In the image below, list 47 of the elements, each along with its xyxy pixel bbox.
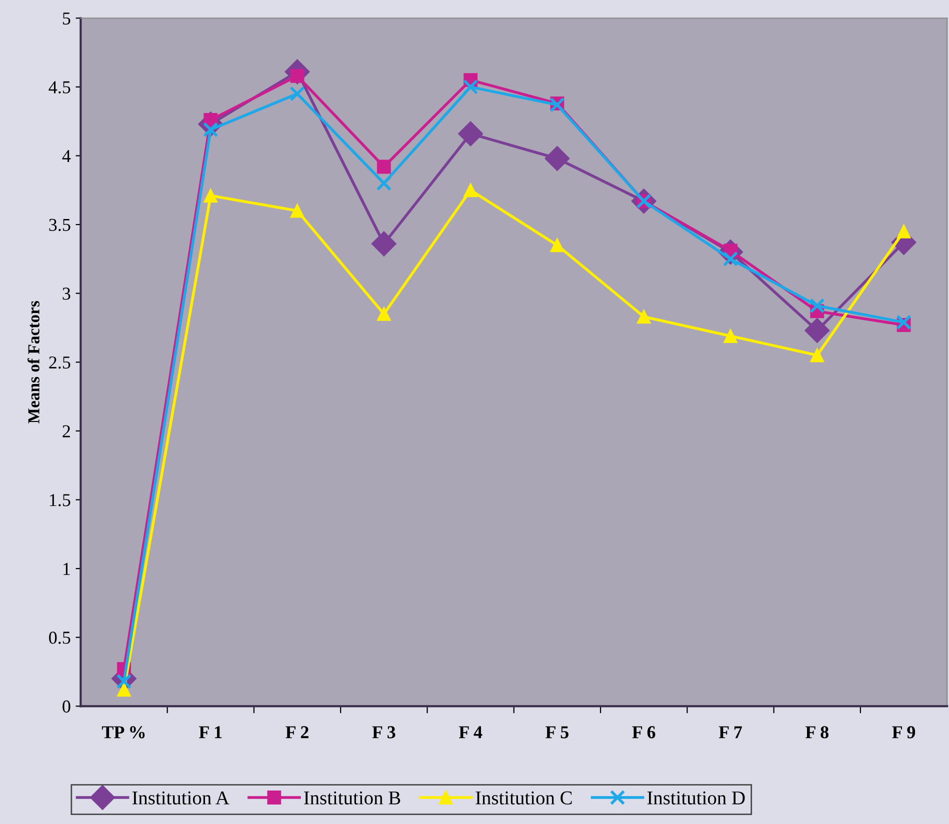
y-tick-label: 2.5 [49, 356, 70, 369]
point [290, 204, 304, 218]
point [376, 176, 392, 191]
y-tick-label: 3.5 [49, 218, 70, 232]
x-tick-label: F 9 [892, 726, 916, 738]
y-tick-label: 5 [62, 12, 70, 25]
y-tick-label: 0.5 [49, 632, 70, 644]
y-tick-label: 4.5 [48, 81, 70, 94]
x-tick-label: F 2 [286, 726, 308, 738]
legend-label: Institution B [304, 791, 400, 804]
legend-label: Institution D [647, 791, 745, 804]
point [636, 310, 651, 324]
point [896, 224, 911, 238]
legend-label: Institution C [476, 791, 572, 804]
x-tick-label: F 7 [718, 726, 742, 738]
y-tick-label: 0 [62, 700, 70, 713]
x-tick-label: F 4 [458, 726, 482, 738]
point [458, 121, 484, 146]
point [544, 146, 570, 171]
point [376, 307, 391, 321]
x-tick-label: F 1 [198, 726, 222, 738]
y-tick-label: 1.5 [50, 494, 70, 506]
y-tick-label: 4 [62, 150, 71, 162]
point [804, 318, 830, 343]
point [809, 298, 825, 314]
y-axis-title: Means of Factors [28, 301, 40, 424]
point [117, 682, 131, 697]
point [290, 86, 305, 102]
x-tick-label: F 8 [806, 726, 828, 738]
point [550, 238, 564, 252]
point [371, 231, 396, 256]
x-tick-label: F 3 [372, 726, 396, 738]
point [724, 329, 738, 343]
point [204, 188, 218, 203]
legend-label: Institution A [132, 791, 230, 804]
y-tick-label: 2 [62, 425, 70, 438]
point [810, 348, 824, 362]
y-tick-label: 1 [64, 562, 70, 575]
point [464, 183, 478, 198]
point [116, 674, 132, 690]
point [462, 79, 478, 95]
x-tick-label: F 6 [632, 726, 656, 738]
point [896, 314, 912, 330]
x-tick-label: F 5 [546, 726, 568, 738]
point [376, 160, 391, 174]
y-tick-label: 3 [62, 288, 70, 300]
x-tick-label: TP % [102, 726, 145, 738]
